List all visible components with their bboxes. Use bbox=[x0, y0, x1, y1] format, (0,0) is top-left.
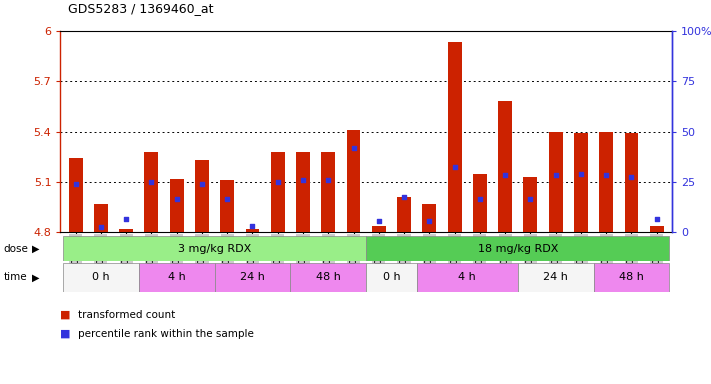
Bar bbox=[599, 131, 613, 232]
Bar bbox=[448, 43, 461, 232]
Text: ▶: ▶ bbox=[32, 272, 40, 283]
Text: ■: ■ bbox=[60, 329, 71, 339]
Point bbox=[222, 196, 233, 202]
Text: time: time bbox=[4, 272, 27, 283]
Text: 4 h: 4 h bbox=[168, 272, 186, 283]
Bar bbox=[346, 130, 360, 232]
Bar bbox=[63, 236, 366, 261]
Bar bbox=[624, 133, 638, 232]
Point bbox=[424, 217, 435, 223]
Bar bbox=[594, 263, 669, 292]
Bar bbox=[498, 101, 512, 232]
Bar bbox=[422, 204, 437, 232]
Bar bbox=[296, 152, 310, 232]
Point bbox=[525, 196, 536, 202]
Bar bbox=[170, 179, 183, 232]
Point bbox=[196, 180, 208, 187]
Point bbox=[398, 194, 410, 200]
Text: 18 mg/kg RDX: 18 mg/kg RDX bbox=[478, 243, 558, 254]
Text: ▶: ▶ bbox=[32, 243, 40, 254]
Bar bbox=[397, 197, 411, 232]
Bar bbox=[94, 204, 108, 232]
Bar bbox=[473, 174, 487, 232]
Point bbox=[499, 172, 510, 178]
Bar bbox=[372, 226, 386, 232]
Bar bbox=[195, 160, 209, 232]
Point bbox=[120, 216, 132, 222]
Point bbox=[70, 180, 81, 187]
Text: 24 h: 24 h bbox=[240, 272, 265, 283]
Bar bbox=[220, 180, 234, 232]
Point bbox=[626, 174, 637, 180]
Bar bbox=[69, 158, 82, 232]
Text: GDS5283 / 1369460_at: GDS5283 / 1369460_at bbox=[68, 2, 213, 15]
Text: 4 h: 4 h bbox=[459, 272, 476, 283]
Point bbox=[272, 179, 284, 185]
Bar bbox=[63, 263, 139, 292]
Bar bbox=[144, 152, 159, 232]
Bar bbox=[139, 263, 215, 292]
Point bbox=[373, 217, 385, 223]
Text: 48 h: 48 h bbox=[316, 272, 341, 283]
Bar bbox=[366, 263, 417, 292]
Bar bbox=[290, 263, 366, 292]
Text: 0 h: 0 h bbox=[383, 272, 400, 283]
Bar bbox=[366, 236, 669, 261]
Text: dose: dose bbox=[4, 243, 28, 254]
Text: ■: ■ bbox=[60, 310, 71, 320]
Point bbox=[297, 177, 309, 183]
Bar bbox=[119, 229, 133, 232]
Point bbox=[323, 177, 334, 183]
Bar bbox=[215, 263, 290, 292]
Bar bbox=[518, 263, 594, 292]
Bar bbox=[271, 152, 284, 232]
Point bbox=[95, 224, 107, 230]
Bar bbox=[523, 177, 538, 232]
Point bbox=[601, 172, 612, 178]
Text: transformed count: transformed count bbox=[78, 310, 176, 320]
Bar bbox=[549, 131, 562, 232]
Bar bbox=[321, 152, 335, 232]
Bar bbox=[574, 133, 588, 232]
Point bbox=[247, 223, 258, 229]
Bar bbox=[650, 226, 663, 232]
Text: percentile rank within the sample: percentile rank within the sample bbox=[78, 329, 254, 339]
Text: 0 h: 0 h bbox=[92, 272, 109, 283]
Point bbox=[474, 196, 486, 202]
Point bbox=[146, 179, 157, 185]
Text: 3 mg/kg RDX: 3 mg/kg RDX bbox=[178, 243, 251, 254]
Point bbox=[550, 172, 562, 178]
Point bbox=[171, 196, 182, 202]
Point bbox=[575, 170, 587, 177]
Point bbox=[651, 216, 663, 222]
Text: 24 h: 24 h bbox=[543, 272, 568, 283]
Point bbox=[449, 164, 460, 170]
Point bbox=[348, 145, 359, 151]
Text: 48 h: 48 h bbox=[619, 272, 644, 283]
Bar bbox=[245, 229, 260, 232]
Bar bbox=[417, 263, 518, 292]
